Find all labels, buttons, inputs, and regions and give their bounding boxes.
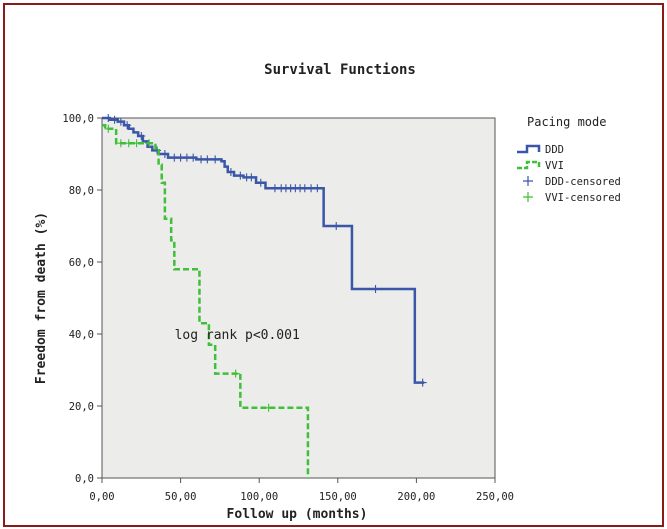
ddd-censored-mark bbox=[123, 121, 132, 130]
legend-label: VVI-censored bbox=[545, 192, 621, 204]
y-tick-label: 20,0 bbox=[69, 401, 94, 413]
ddd-censored-mark bbox=[104, 114, 113, 122]
axes: 0,00 50,00 100,00 150,00 200,00 250,00 0,0 20,0… bbox=[62, 113, 514, 503]
survival-chart: Survival Functions 0,00 50,00 100,00 150,00… bbox=[34, 62, 621, 522]
ddd-censored-mark bbox=[203, 155, 212, 164]
y-axis-label: Freedom from death (%) bbox=[34, 212, 49, 384]
legend-label: DDD-censored bbox=[545, 176, 621, 188]
x-tick-label: 0,00 bbox=[89, 491, 114, 503]
vvi-censored-mark bbox=[124, 139, 133, 148]
ddd-censored-mark bbox=[418, 378, 427, 387]
series-layer bbox=[102, 114, 427, 478]
vvi-censored-mark bbox=[132, 139, 141, 148]
ddd-censored-mark bbox=[116, 117, 125, 126]
ddd-censored-mark bbox=[236, 171, 245, 180]
x-tick-label: 100,00 bbox=[240, 491, 278, 503]
x-axis-label: Follow up (months) bbox=[227, 507, 368, 522]
legend-swatch-ddd-censored bbox=[523, 176, 533, 186]
ddd-censored-mark bbox=[189, 153, 198, 162]
x-tick-label: 250,00 bbox=[476, 491, 514, 503]
y-tick-label: 0,0 bbox=[75, 473, 94, 485]
ddd-censored-mark bbox=[137, 132, 146, 140]
ddd-censored-mark bbox=[226, 168, 235, 176]
vvi-censored-mark bbox=[145, 139, 154, 148]
ddd-censored-mark bbox=[332, 222, 341, 230]
ddd-censored-mark bbox=[211, 155, 220, 164]
ddd-censored-mark bbox=[160, 150, 169, 158]
ddd-censored-mark bbox=[371, 285, 380, 293]
y-tick-label: 80,0 bbox=[69, 185, 94, 197]
y-tick-label: 100,0 bbox=[62, 113, 94, 125]
legend-swatch-ddd bbox=[517, 144, 541, 154]
legend-swatch-vvi-censored bbox=[523, 192, 533, 202]
legend: Pacing mode DDD VVI DDD-censored VVI-censor… bbox=[517, 115, 621, 204]
legend-label: DDD bbox=[545, 144, 564, 156]
legend-swatch-vvi bbox=[517, 160, 541, 170]
vvi-censored-mark bbox=[231, 369, 240, 378]
vvi-censored-mark bbox=[264, 403, 273, 412]
ddd-censored-mark bbox=[256, 178, 265, 187]
plot-area bbox=[101, 117, 496, 479]
legend-label: VVI bbox=[545, 160, 564, 172]
y-tick-label: 40,0 bbox=[69, 329, 94, 341]
figure-frame: Survival Functions 0,00 50,00 100,00 150,00… bbox=[3, 3, 664, 527]
chart-title: Survival Functions bbox=[264, 62, 416, 78]
vvi-censored-mark bbox=[104, 124, 113, 133]
ddd-censored-mark bbox=[247, 173, 256, 182]
ddd-censored-mark bbox=[110, 115, 119, 124]
x-tick-label: 200,00 bbox=[397, 491, 435, 503]
log-rank-annotation: log rank p<0.001 bbox=[175, 328, 300, 343]
legend-title: Pacing mode bbox=[527, 115, 606, 129]
vvi-censored-mark bbox=[116, 139, 125, 148]
ddd-censored-mark bbox=[313, 184, 322, 193]
x-tick-label: 50,00 bbox=[165, 491, 197, 503]
y-tick-label: 60,0 bbox=[69, 257, 94, 269]
x-tick-label: 150,00 bbox=[319, 491, 357, 503]
